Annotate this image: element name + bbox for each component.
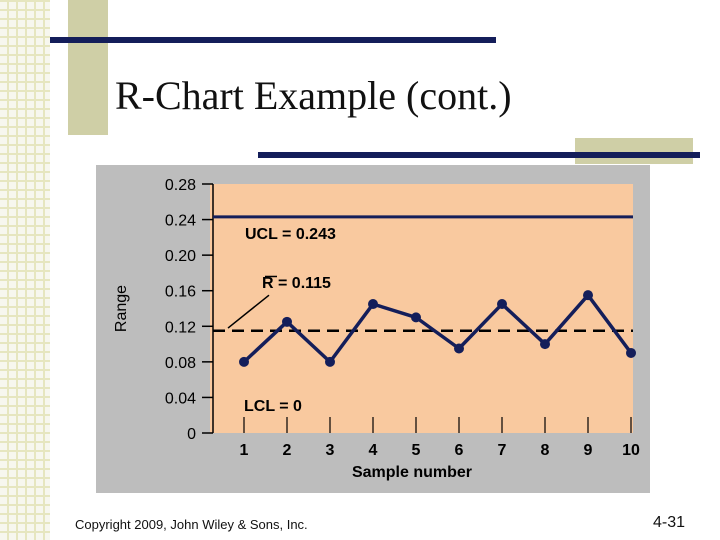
y-tick-label: 0.12: [165, 319, 196, 336]
x-tick-label: 6: [455, 442, 464, 459]
data-point: [497, 299, 507, 310]
y-tick-label: 0.04: [165, 390, 196, 407]
x-tick-label: 10: [622, 442, 640, 459]
page-number: 4-31: [652, 514, 685, 531]
data-point: [454, 343, 464, 354]
y-tick-label: 0.28: [165, 177, 196, 194]
lcl-label: LCL = 0: [244, 398, 302, 415]
plot-area: [210, 184, 633, 433]
data-point: [282, 316, 292, 327]
data-point: [368, 299, 378, 310]
center-line-label: R = 0.115: [262, 275, 331, 292]
data-point: [325, 356, 335, 367]
x-tick-label: 9: [584, 442, 593, 459]
x-tick-label: 7: [498, 442, 507, 459]
data-point: [540, 339, 550, 350]
y-tick-label: 0.24: [165, 213, 196, 230]
x-tick-label: 1: [240, 442, 249, 459]
center-line-pointer: [227, 294, 270, 329]
ucl-label: UCL = 0.243: [245, 226, 336, 243]
corner-accent-block: [575, 138, 693, 164]
copyright-notice: Copyright 2009, John Wiley & Sons, Inc.: [75, 517, 308, 532]
x-tick-label: 8: [541, 442, 550, 459]
r-chart-svg: 0 0.04 0.08 0.12 0.16 0.20 0.24 0.28 Range 1 2 3 4 5 6…: [113, 177, 640, 481]
data-point: [583, 290, 593, 301]
y-tick-label: 0.08: [165, 355, 196, 372]
r-chart: 0 0.04 0.08 0.12 0.16 0.20 0.24 0.28 Range 1 2 3 4 5 6…: [96, 165, 650, 493]
y-tick-label: 0.20: [165, 248, 196, 265]
page-title: R-Chart Example (cont.): [115, 73, 512, 118]
title-accent-block: [68, 0, 108, 135]
data-point: [411, 312, 421, 323]
data-point: [626, 347, 636, 358]
x-axis-title: Sample number: [352, 464, 472, 481]
data-point: [239, 356, 249, 367]
header-bottom-rule: [258, 152, 700, 158]
x-tick-label: 5: [412, 442, 421, 459]
x-tick-label: 3: [326, 442, 335, 459]
title-top-rule: [50, 37, 496, 43]
decorative-grid-strip: [0, 0, 50, 540]
x-tick-label: 2: [283, 442, 292, 459]
x-tick-label: 4: [369, 442, 378, 459]
y-axis-title: Range: [113, 285, 130, 332]
range-series-line: [242, 293, 633, 364]
y-tick-label: 0: [187, 426, 196, 443]
y-tick-label: 0.16: [165, 284, 196, 301]
